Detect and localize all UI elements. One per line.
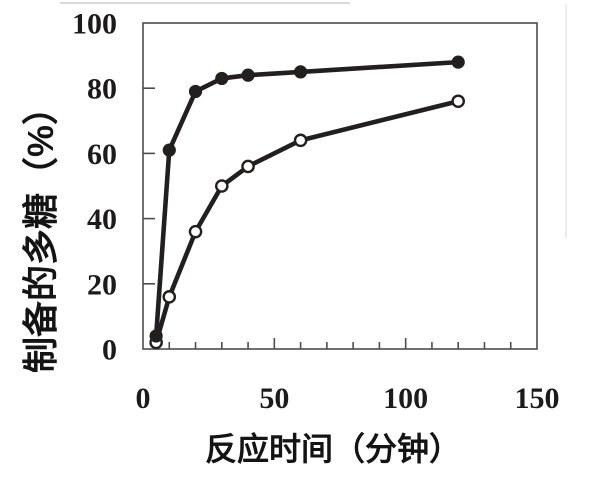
data-point-filled [215, 71, 229, 86]
y-tick-label: 0 [102, 334, 117, 367]
x-tick-label: 50 [259, 382, 289, 415]
filled-circle-series [149, 55, 465, 343]
data-point-filled [188, 84, 203, 99]
data-point-open [188, 224, 203, 239]
y-tick-label: 20 [87, 268, 117, 301]
filled-circle-series-line [153, 59, 461, 339]
data-point-filled [294, 65, 308, 79]
x-tick-label: 100 [383, 382, 428, 415]
data-point-open [451, 94, 466, 109]
y-tick-label: 40 [87, 203, 117, 236]
data-point-open [214, 179, 229, 193]
open-circle-series [149, 94, 466, 350]
data-point-filled [149, 329, 163, 343]
data-point-open [293, 133, 308, 148]
data-point-open [162, 290, 177, 304]
x-tick-label: 150 [515, 382, 560, 415]
y-tick-label: 80 [87, 73, 117, 106]
x-tick-label: 0 [136, 382, 151, 415]
data-point-open [241, 159, 255, 174]
y-tick-label: 100 [72, 8, 117, 41]
data-point-filled [241, 68, 255, 82]
open-circle-series-line [153, 98, 461, 345]
plot-border [142, 22, 538, 350]
x-axis-title: 反应时间（分钟） [205, 431, 461, 467]
data-point-filled [451, 55, 465, 69]
y-tick-label: 60 [87, 138, 117, 171]
y-axis-title: 制备的多糖（%） [20, 89, 61, 373]
y-axis: 0 20 40 60 80 100 [72, 8, 155, 367]
data-point-filled [162, 143, 176, 157]
x-axis: 0 50 100 150 [136, 338, 560, 415]
